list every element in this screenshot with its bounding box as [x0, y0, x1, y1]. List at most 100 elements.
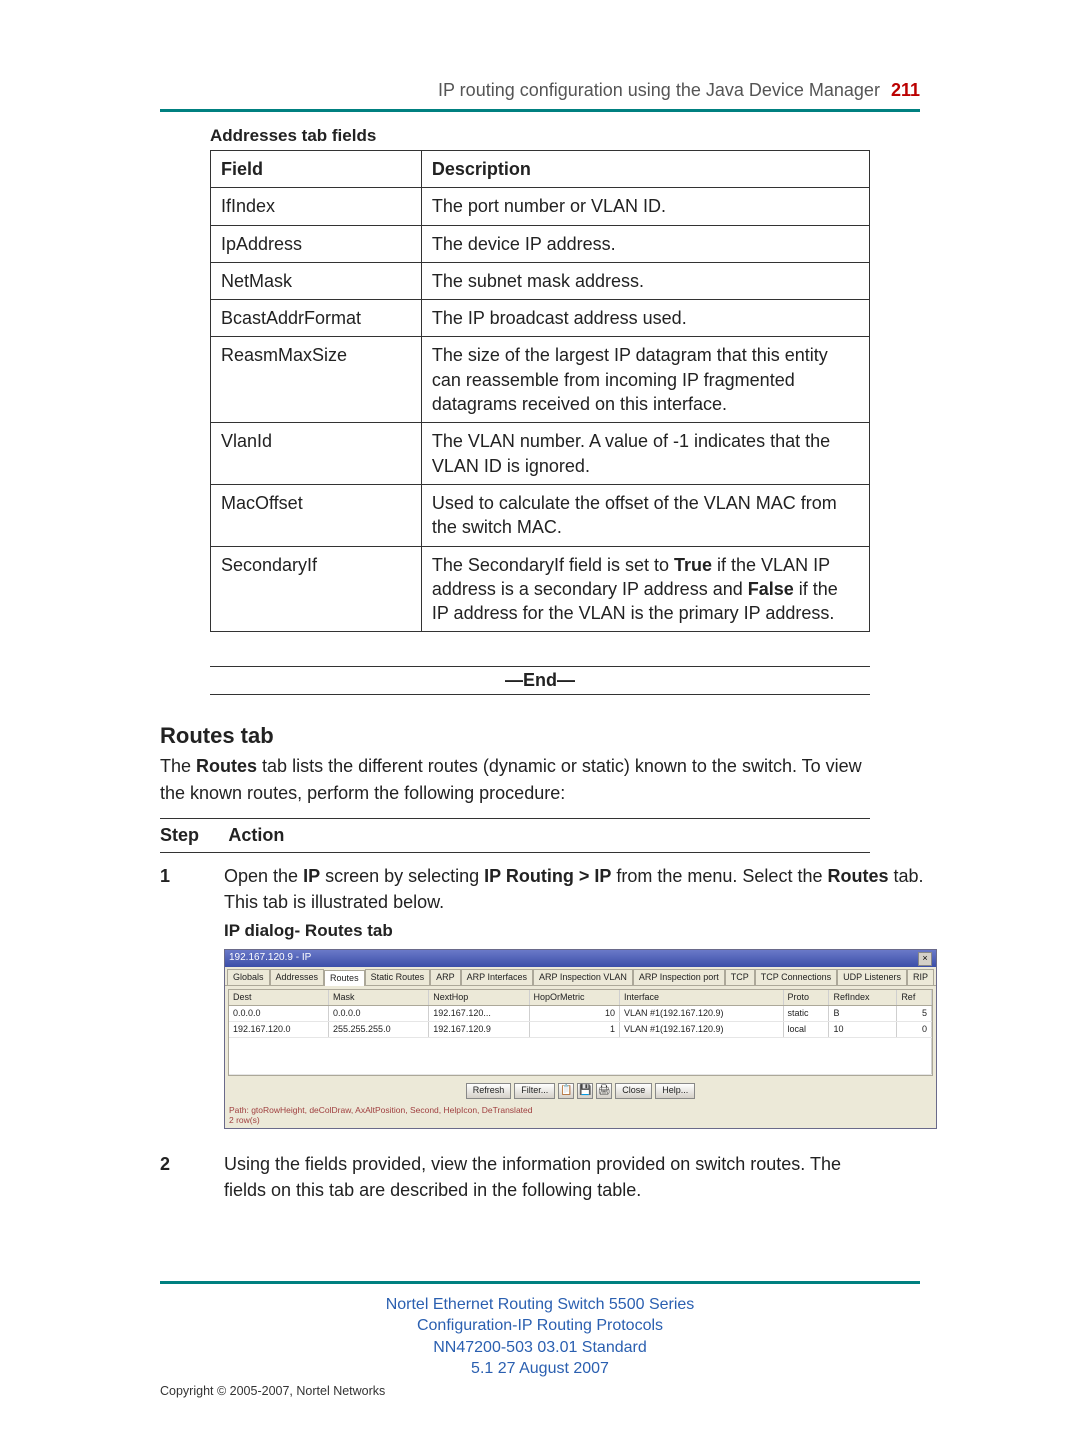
cell-desc: The IP broadcast address used.	[421, 300, 869, 337]
figure-caption: IP dialog- Routes tab	[224, 919, 937, 944]
cell-desc: The VLAN number. A value of -1 indicates…	[421, 423, 869, 485]
step-number: 2	[160, 1151, 224, 1203]
help-button[interactable]: Help...	[655, 1083, 695, 1099]
text: Open the	[224, 866, 303, 886]
table-row: SecondaryIf The SecondaryIf field is set…	[211, 546, 870, 632]
dialog-button-row: Refresh Filter... 📋 💾 🖨 Close Help...	[225, 1079, 936, 1103]
bold-false: False	[748, 579, 794, 599]
grid-col[interactable]: RefIndex	[829, 990, 897, 1006]
action-col-label: Action	[228, 825, 284, 845]
grid-col[interactable]: NextHop	[429, 990, 529, 1006]
tab-arp[interactable]: ARP	[430, 969, 461, 985]
step-1: 1 Open the IP screen by selecting IP Rou…	[160, 863, 870, 1129]
cell: 0	[897, 1022, 932, 1038]
footer-rule	[160, 1281, 920, 1284]
grid-col[interactable]: Mask	[329, 990, 429, 1006]
cell: 0.0.0.0	[329, 1006, 429, 1022]
footer: Nortel Ethernet Routing Switch 5500 Seri…	[160, 1281, 920, 1380]
status-rowcount: 2 row(s)	[229, 1115, 932, 1125]
tab-tcp[interactable]: TCP	[725, 969, 755, 985]
bold: IP Routing > IP	[484, 866, 611, 886]
copy-icon[interactable]: 📋	[558, 1083, 574, 1099]
step-header: Step Action	[160, 823, 870, 848]
text: screen by selecting	[320, 866, 484, 886]
tab-arp-insp-vlan[interactable]: ARP Inspection VLAN	[533, 969, 633, 985]
routes-grid-table: Dest Mask NextHop HopOrMetric Interface …	[229, 990, 932, 1075]
grid-col[interactable]: HopOrMetric	[529, 990, 619, 1006]
tab-routes[interactable]: Routes	[324, 970, 365, 986]
grid-header-row: Dest Mask NextHop HopOrMetric Interface …	[229, 990, 932, 1006]
cell: B	[829, 1006, 897, 1022]
tab-globals[interactable]: Globals	[227, 969, 270, 985]
tab-addresses[interactable]: Addresses	[270, 969, 325, 985]
cell-desc: The SecondaryIf field is set to True if …	[421, 546, 869, 632]
cell: 5	[897, 1006, 932, 1022]
cell-field: IpAddress	[211, 225, 422, 262]
bold: IP	[303, 866, 320, 886]
header-page-number: 211	[891, 80, 920, 100]
filter-button[interactable]: Filter...	[514, 1083, 555, 1099]
routes-heading: Routes tab	[160, 723, 870, 749]
table-row: IpAddress The device IP address.	[211, 225, 870, 262]
close-icon[interactable]: ×	[918, 952, 932, 966]
cell-field: IfIndex	[211, 188, 422, 225]
grid-col[interactable]: Dest	[229, 990, 329, 1006]
cell-field: BcastAddrFormat	[211, 300, 422, 337]
dialog-title: 192.167.120.9 - IP	[229, 951, 311, 966]
grid-col[interactable]: Interface	[619, 990, 783, 1006]
save-icon[interactable]: 💾	[577, 1083, 593, 1099]
tab-static-routes[interactable]: Static Routes	[365, 969, 431, 985]
cell: 255.255.255.0	[329, 1022, 429, 1038]
cell: 192.167.120.9	[429, 1022, 529, 1038]
addresses-table: Field Description IfIndex The port numbe…	[210, 150, 870, 632]
tab-udp[interactable]: UDP Listeners	[837, 969, 907, 985]
cell: 192.167.120.0	[229, 1022, 329, 1038]
end-block: —End—	[210, 666, 870, 695]
col-description: Description	[421, 151, 869, 188]
grid-col[interactable]: Ref	[897, 990, 932, 1006]
cell: VLAN #1(192.167.120.9)	[619, 1022, 783, 1038]
footer-line: Configuration-IP Routing Protocols	[160, 1315, 920, 1337]
cell: local	[783, 1022, 829, 1038]
cell-desc: The size of the largest IP datagram that…	[421, 337, 869, 423]
grid-spacer	[229, 1038, 932, 1075]
cell-desc: The subnet mask address.	[421, 262, 869, 299]
cell: 10	[529, 1006, 619, 1022]
rule	[160, 852, 870, 853]
routes-intro: The Routes tab lists the different route…	[160, 753, 870, 805]
running-header: IP routing configuration using the Java …	[160, 80, 920, 101]
step-number: 1	[160, 863, 224, 1129]
text: from the menu. Select the	[611, 866, 827, 886]
print-icon[interactable]: 🖨	[596, 1083, 612, 1099]
grid-row[interactable]: 192.167.120.0 255.255.255.0 192.167.120.…	[229, 1022, 932, 1038]
tab-tcp-conn[interactable]: TCP Connections	[755, 969, 837, 985]
footer-line: NN47200-503 03.01 Standard	[160, 1337, 920, 1359]
tab-arp-insp-port[interactable]: ARP Inspection port	[633, 969, 725, 985]
grid-col[interactable]: Proto	[783, 990, 829, 1006]
rule	[160, 818, 870, 819]
rule	[210, 666, 870, 667]
bold: Routes	[196, 756, 257, 776]
text: tab lists the different routes (dynamic …	[160, 756, 862, 802]
status-line: Path: gtoRowHeight, deColDraw, AxAltPosi…	[229, 1105, 932, 1115]
header-rule	[160, 109, 920, 112]
addresses-table-caption: Addresses tab fields	[210, 126, 870, 146]
tab-arp-interfaces[interactable]: ARP Interfaces	[461, 969, 533, 985]
table-row: VlanId The VLAN number. A value of -1 in…	[211, 423, 870, 485]
bold: Routes	[827, 866, 888, 886]
cell-field: SecondaryIf	[211, 546, 422, 632]
rule	[210, 694, 870, 695]
cell-desc: The port number or VLAN ID.	[421, 188, 869, 225]
tab-rip[interactable]: RIP	[907, 969, 934, 985]
routes-grid: Dest Mask NextHop HopOrMetric Interface …	[228, 989, 933, 1076]
cell-field: MacOffset	[211, 484, 422, 546]
refresh-button[interactable]: Refresh	[466, 1083, 512, 1099]
cell-field: NetMask	[211, 262, 422, 299]
content: Addresses tab fields Field Description I…	[160, 126, 920, 1203]
page: IP routing configuration using the Java …	[0, 0, 1080, 1440]
dialog-titlebar: 192.167.120.9 - IP ×	[225, 950, 936, 967]
cell: 10	[829, 1022, 897, 1038]
grid-row[interactable]: 0.0.0.0 0.0.0.0 192.167.120... 10 VLAN #…	[229, 1006, 932, 1022]
col-field: Field	[211, 151, 422, 188]
close-button[interactable]: Close	[615, 1083, 652, 1099]
